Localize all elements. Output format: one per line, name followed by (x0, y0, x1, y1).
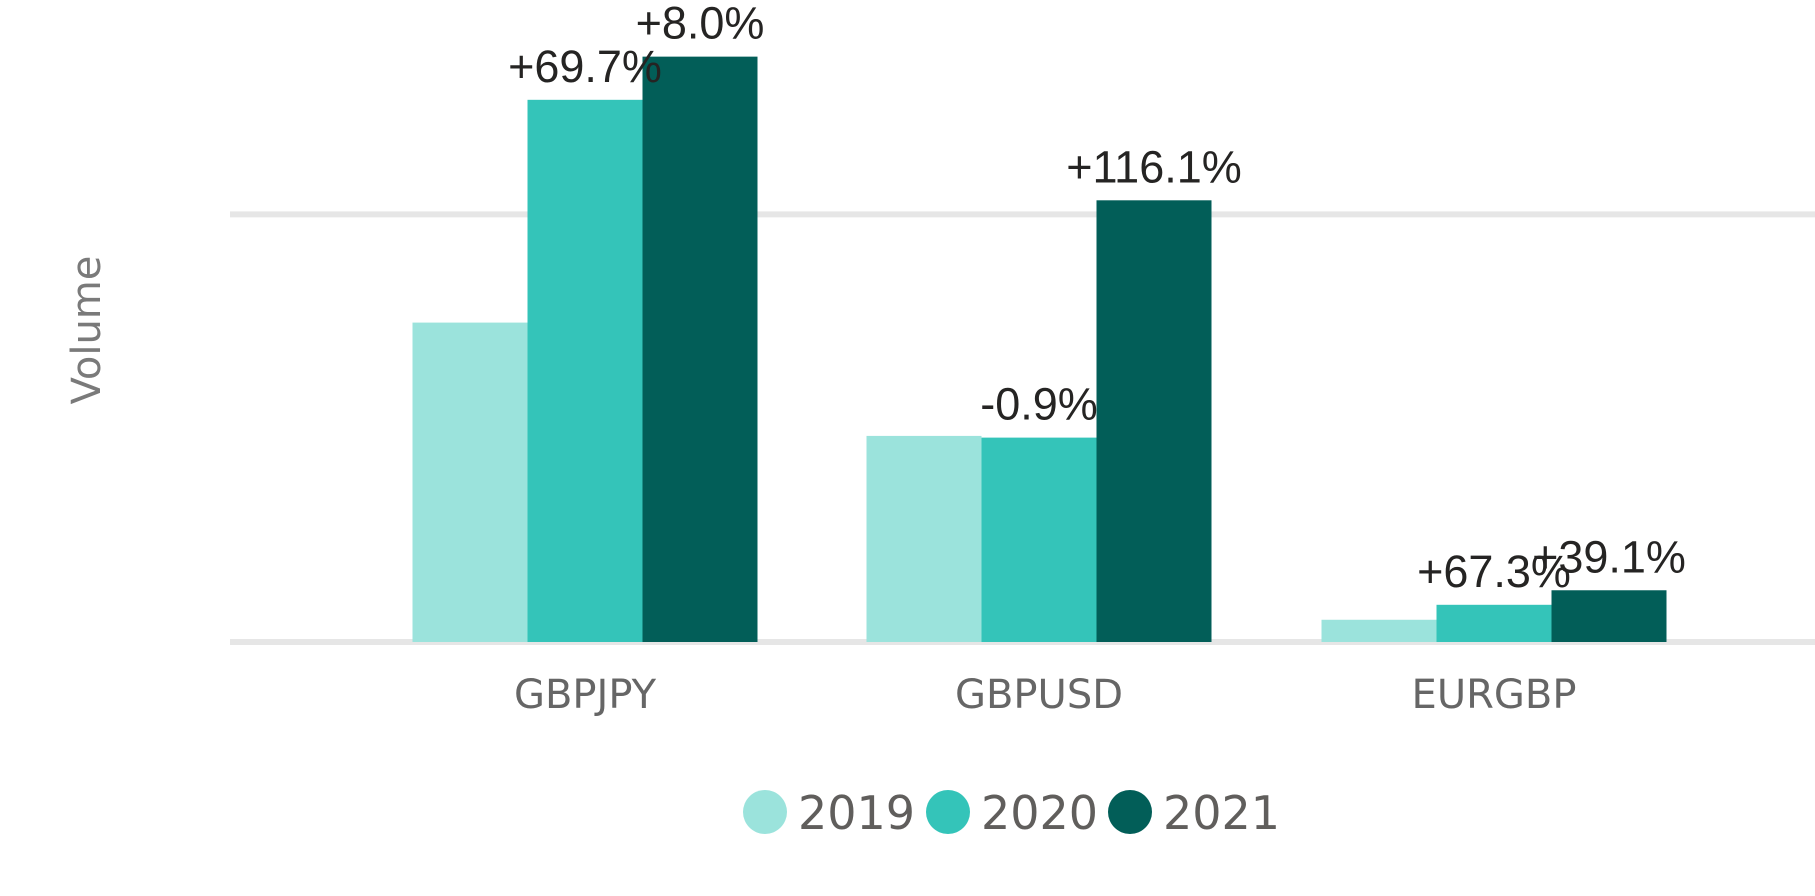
data-label-gbpusd-2021: +116.1% (1066, 141, 1242, 192)
legend-label-2021: 2021 (1163, 786, 1280, 840)
legend[interactable]: 2019 2020 2021 (743, 786, 1280, 840)
y-axis-title: Volume (64, 256, 110, 405)
data-label-gbpusd-2020: -0.9% (980, 379, 1098, 430)
legend-marker-2019 (743, 790, 787, 834)
bar-gbpjpy-2020[interactable] (527, 99, 643, 643)
bar-eurgbp-2019[interactable] (1321, 619, 1437, 642)
bar-eurgbp-2021[interactable] (1551, 590, 1667, 642)
data-label-eurgbp-2020: +67.3% (1417, 546, 1571, 597)
bars (412, 56, 1667, 643)
bar-gbpjpy-2021[interactable] (642, 56, 758, 643)
bar-gbpusd-2021[interactable] (1096, 200, 1212, 642)
legend-item-2019[interactable]: 2019 (743, 786, 915, 840)
legend-label-2019: 2019 (798, 786, 915, 840)
bar-gbpusd-2019[interactable] (866, 435, 982, 642)
data-label-gbpjpy-2021: +8.0% (636, 0, 765, 49)
data-labels: +69.7%+8.0% -0.9% +116.1% +67.3%+39.1% (508, 0, 1686, 597)
bar-gbpusd-2020[interactable] (981, 437, 1097, 642)
legend-item-2021[interactable]: 2021 (1108, 786, 1280, 840)
x-axis-ticks: GBPJPY GBPUSD EURGBP (514, 672, 1576, 718)
data-label-gbpjpy-2020: +69.7% (508, 41, 662, 92)
bar-gbpjpy-2019[interactable] (412, 322, 528, 642)
bar-eurgbp-2020[interactable] (1436, 604, 1552, 642)
legend-marker-2021 (1108, 790, 1152, 834)
legend-marker-2020 (926, 790, 970, 834)
x-tick-gbpusd: GBPUSD (955, 672, 1123, 718)
legend-label-2020: 2020 (981, 786, 1098, 840)
x-tick-gbpjpy: GBPJPY (514, 672, 657, 718)
data-label-eurgbp-2021: +39.1% (1532, 531, 1686, 582)
legend-item-2020[interactable]: 2020 (926, 786, 1098, 840)
x-tick-eurgbp: EURGBP (1412, 672, 1577, 718)
